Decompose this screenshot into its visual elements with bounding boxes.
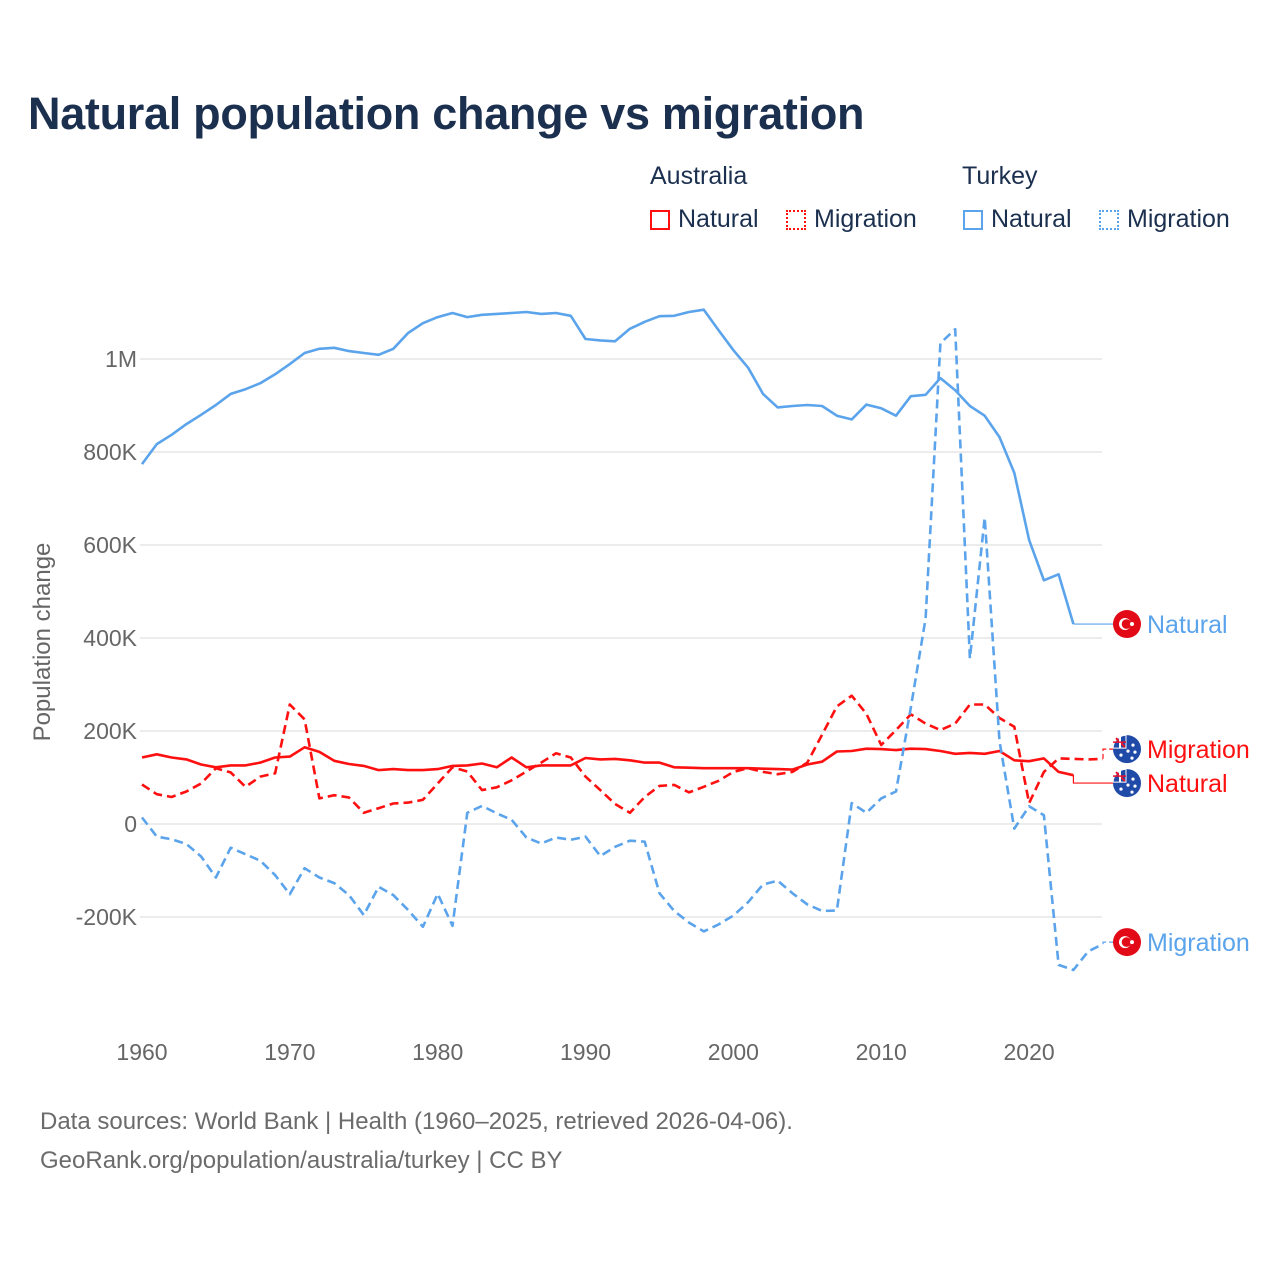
label-leader-line (1102, 748, 1115, 759)
label-leader-line (1102, 941, 1115, 944)
legend-turkey-natural[interactable]: Natural (963, 205, 1072, 234)
series-line-turkey-migration[interactable] (140, 327, 1104, 972)
series-label-australia-migration: Migration (1147, 736, 1250, 764)
label-leader-line (1072, 775, 1115, 784)
y-tick-label: -200K (76, 904, 138, 930)
legend-swatch-solid (650, 209, 670, 230)
y-axis-label: Population change (29, 543, 56, 742)
footer-attribution: GeoRank.org/population/australia/turkey … (40, 1147, 563, 1174)
y-tick-label: 600K (83, 532, 137, 558)
chart-title: Natural population change vs migration (28, 88, 865, 139)
x-tick-label: 1970 (264, 1039, 315, 1065)
legend-label: Natural (678, 205, 759, 233)
x-tick-label: 1990 (560, 1039, 611, 1065)
legend-label: Migration (1127, 205, 1230, 233)
footer-sources: Data sources: World Bank | Health (1960–… (40, 1108, 793, 1135)
x-tick-label: 1960 (116, 1039, 167, 1065)
legend-swatch-dotted (786, 209, 806, 230)
series-line-australia-natural[interactable] (141, 746, 1074, 777)
legend-australia-migration[interactable]: Migration (786, 205, 917, 234)
legend-group-australia: Australia (650, 162, 748, 190)
series-lines (140, 308, 1115, 972)
legend-swatch-dotted (1099, 209, 1119, 230)
legend-label: Natural (991, 205, 1072, 233)
series-label-turkey-natural: Natural (1147, 611, 1228, 639)
grid (140, 358, 1102, 918)
turkey-flag-icon (1113, 610, 1141, 639)
legend-label: Migration (814, 205, 917, 233)
australia-flag-icon (1112, 768, 1141, 798)
y-tick-label: 400K (83, 625, 137, 651)
y-tick-label: 200K (83, 718, 137, 744)
turkey-flag-icon (1113, 928, 1141, 957)
y-tick-label: 0 (124, 811, 137, 837)
australia-flag-icon (1112, 734, 1141, 764)
y-tick-label: 1M (105, 346, 137, 372)
legend-swatch-solid (963, 209, 983, 230)
series-label-australia-natural: Natural (1147, 770, 1228, 798)
legend-australia-natural[interactable]: Natural (650, 205, 759, 234)
series-line-australia-migration[interactable] (141, 694, 1104, 815)
series-labels: Natural Migration Natural Migration (1112, 610, 1250, 957)
x-tick-label: 2020 (1003, 1039, 1054, 1065)
x-tick-label: 1980 (412, 1039, 463, 1065)
legend-group-turkey: Turkey (962, 162, 1038, 190)
x-axis-ticks: 1960 1970 1980 1990 2000 2010 2020 (116, 1039, 1054, 1065)
x-tick-label: 2010 (856, 1039, 907, 1065)
series-label-turkey-migration: Migration (1147, 929, 1250, 957)
legend-turkey-migration[interactable]: Migration (1099, 205, 1230, 234)
y-axis-ticks: -200K 0 200K 400K 600K 800K 1M (76, 346, 138, 930)
series-line-turkey-natural[interactable] (140, 308, 1075, 625)
y-tick-label: 800K (83, 439, 137, 465)
x-tick-label: 2000 (708, 1039, 759, 1065)
